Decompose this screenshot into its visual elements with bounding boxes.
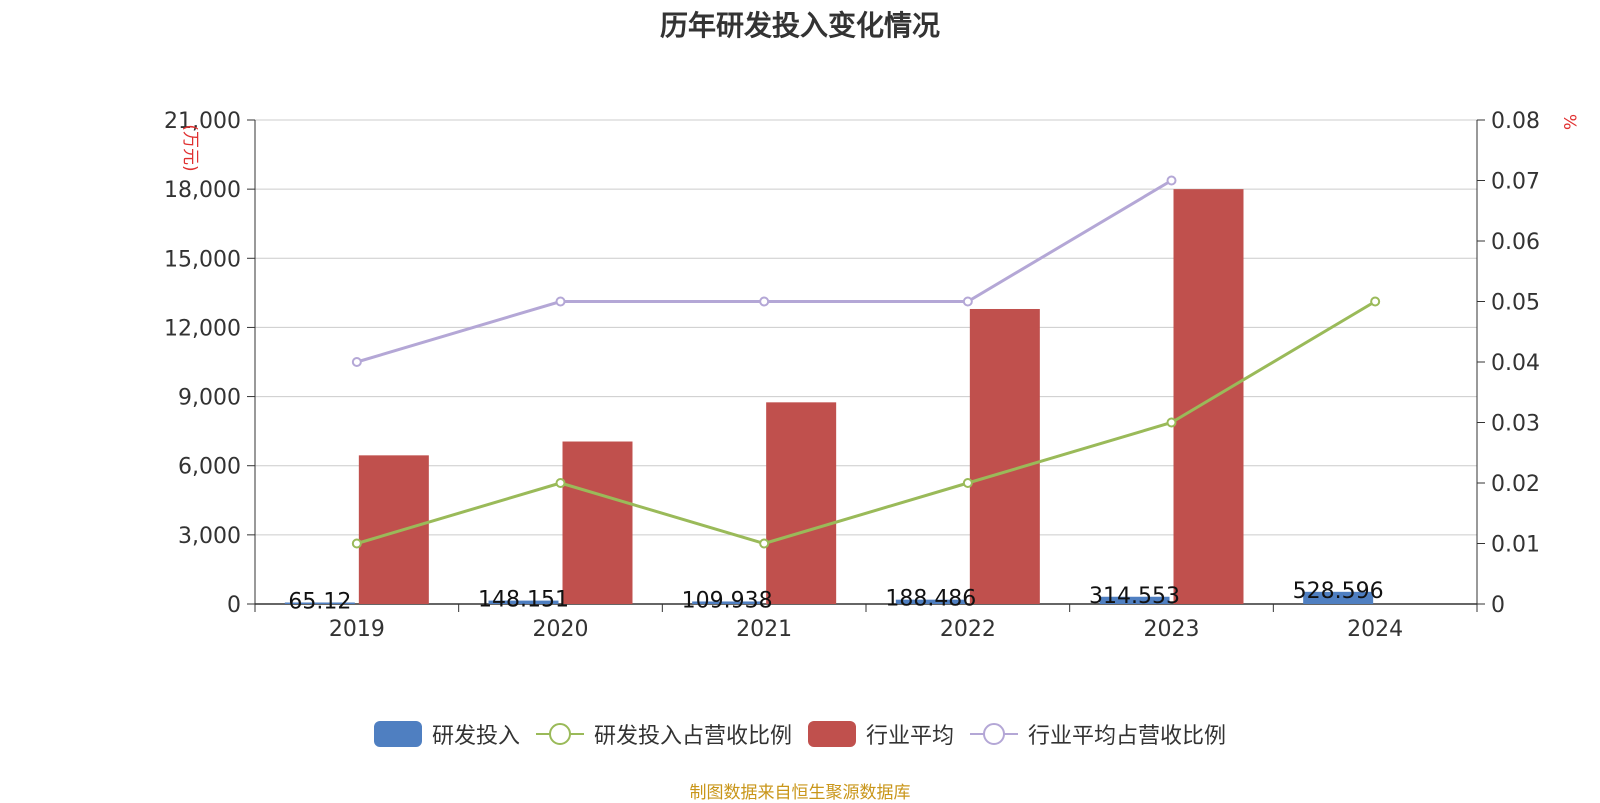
legend-line-rd-ratio-icon [535, 721, 584, 747]
bar-industry-average [562, 441, 633, 604]
source-note: 制图数据来自恒生聚源数据库 [689, 783, 911, 803]
bar-industry-average [358, 455, 429, 604]
legend-label-industry-average: 行业平均 [866, 724, 955, 749]
y-right-unit-label: % [1559, 114, 1579, 130]
y-left-tick-label: 0 [227, 593, 241, 618]
data-label-rd-investment: 65.12 [288, 589, 351, 614]
bar-rd-investment [692, 601, 763, 604]
bar-rd-investment [895, 599, 966, 604]
bar-rd-investment [1099, 596, 1170, 604]
point-industry-ratio [962, 296, 973, 307]
y-left-tick-label: 21,000 [164, 109, 241, 134]
x-tick-label: 2022 [940, 617, 996, 642]
x-tick-label: 2023 [1144, 617, 1200, 642]
line-rd-ratio [356, 300, 1376, 546]
point-industry-ratio [555, 296, 566, 307]
y-left-tick-label: 9,000 [178, 386, 241, 411]
bar-rd-investment [1303, 591, 1374, 604]
point-rd-ratio [759, 538, 770, 549]
legend-swatch-rd-investment [373, 721, 422, 747]
data-label-rd-investment: 528.596 [1293, 579, 1384, 604]
y-left-unit-label: (万元) [180, 124, 200, 171]
point-rd-ratio [555, 478, 566, 488]
legend-label-rd-investment: 研发投入 [431, 724, 520, 749]
y-left-tick-label: 18,000 [164, 178, 241, 203]
y-right-tick-label: 0.01 [1491, 533, 1540, 558]
bar-rd-investment [488, 600, 559, 604]
legend-item-rd-investment[interactable]: 研发投入 [373, 718, 520, 750]
y-right-tick-label: 0.05 [1491, 291, 1540, 316]
point-industry-ratio [351, 357, 362, 367]
legend: 研发投入 研发投入占营收比例 行业平均 行业平均占营收比例 [0, 718, 1600, 750]
y-right-tick-label: 0.03 [1491, 412, 1540, 437]
legend-item-industry-average[interactable]: 行业平均 [808, 718, 954, 750]
point-rd-ratio [1370, 296, 1381, 307]
x-tick-label: 2021 [736, 617, 792, 642]
data-label-rd-investment: 148.151 [478, 588, 569, 613]
legend-swatch-industry-average [808, 721, 856, 747]
y-right-tick-label: 0.06 [1491, 230, 1540, 255]
y-right-tick-label: 0.02 [1491, 472, 1540, 497]
bar-industry-average [766, 402, 837, 604]
legend-item-rd-ratio[interactable]: 研发投入占营收比例 [535, 718, 792, 750]
y-left-tick-label: 12,000 [164, 316, 241, 341]
legend-line-industry-ratio-icon [970, 721, 1019, 747]
y-right-tick-label: 0.04 [1491, 351, 1540, 376]
line-industry-ratio [356, 179, 1173, 364]
y-left-tick-label: 3,000 [178, 524, 241, 549]
x-tick-label: 2024 [1347, 617, 1403, 642]
legend-label-industry-ratio: 行业平均占营收比例 [1028, 724, 1227, 749]
legend-item-industry-ratio[interactable]: 行业平均占营收比例 [970, 718, 1226, 750]
bar-industry-average [969, 308, 1040, 604]
bar-rd-investment [284, 602, 355, 604]
data-label-rd-investment: 109.938 [682, 588, 773, 613]
y-left-tick-label: 15,000 [164, 247, 241, 272]
point-rd-ratio [351, 538, 362, 549]
y-right-tick-label: 0.07 [1491, 170, 1540, 195]
x-tick-label: 2020 [533, 617, 589, 642]
bar-industry-average [1173, 189, 1244, 604]
chart-title: 历年研发投入变化情况 [659, 9, 940, 42]
y-left-tick-label: 6,000 [178, 455, 241, 480]
data-label-rd-investment: 314.553 [1089, 584, 1180, 609]
point-rd-ratio [962, 478, 973, 488]
legend-label-rd-ratio: 研发投入占营收比例 [593, 724, 792, 749]
point-industry-ratio [1166, 175, 1177, 186]
x-tick-label: 2019 [329, 617, 385, 642]
y-right-tick-label: 0 [1491, 593, 1505, 618]
data-label-rd-investment: 188.486 [885, 587, 976, 612]
point-rd-ratio [1166, 417, 1177, 428]
point-industry-ratio [759, 296, 770, 307]
y-right-tick-label: 0.08 [1491, 109, 1540, 134]
